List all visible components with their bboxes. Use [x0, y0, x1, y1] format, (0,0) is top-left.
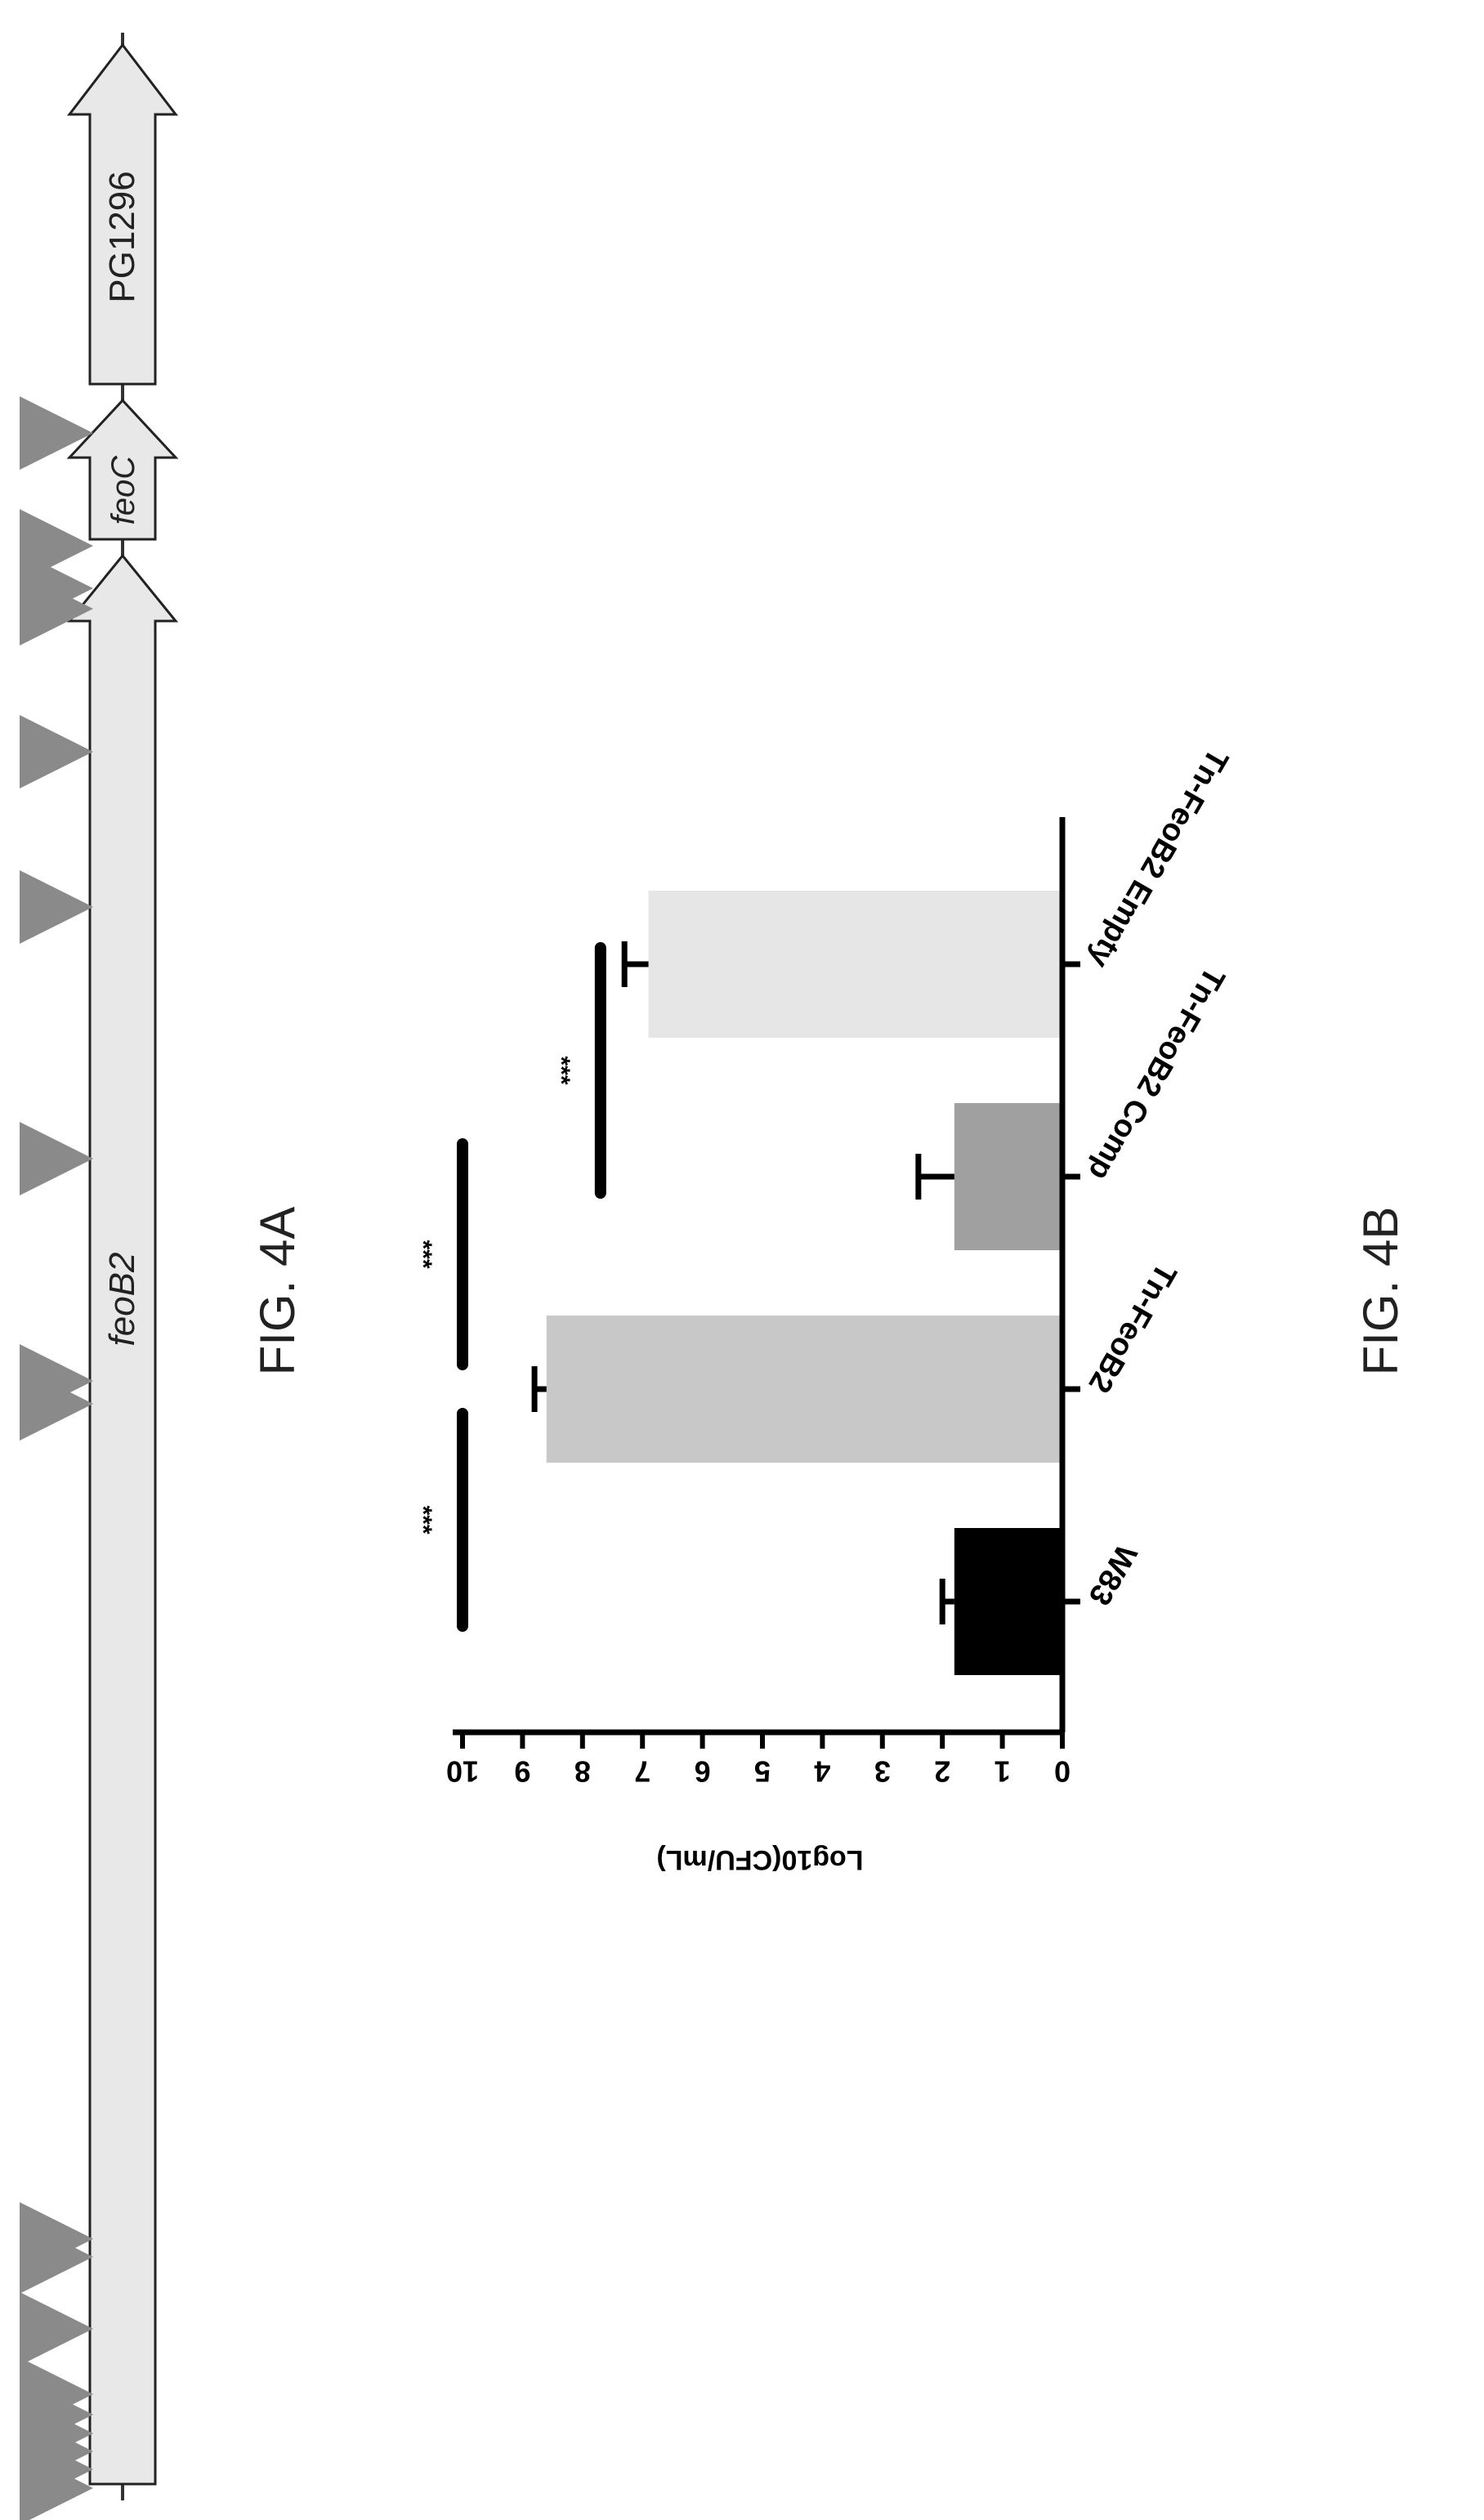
- y-ticks-layer: 0 1 2 3 4 5 6 7 8 9 10: [446, 1732, 1071, 1788]
- y-tick-label-0: 0: [1054, 1754, 1071, 1788]
- significance-layer: *** *** ***: [409, 942, 606, 1632]
- y-axis-title: Log10(CFU/mL): [656, 1844, 863, 1875]
- error-bars-layer: [531, 941, 954, 1624]
- bar-3: [648, 891, 1062, 1038]
- gene-arrow-pg1296: [66, 42, 179, 386]
- y-tick-label-4: 4: [814, 1754, 830, 1788]
- significance-label-0: ***: [409, 1505, 436, 1534]
- y-tick-label-6: 6: [695, 1754, 711, 1788]
- bar-2: [954, 1103, 1062, 1250]
- bar-1: [546, 1316, 1062, 1463]
- y-tick-label-7: 7: [634, 1754, 650, 1788]
- gene-map: feoB2 feoC PG1296: [20, 33, 179, 2520]
- x-tick-label-0: W83: [1082, 1539, 1143, 1611]
- gene-label-feob2: feoB2: [102, 1253, 142, 1347]
- y-tick-label-9: 9: [514, 1754, 530, 1788]
- x-tick-label-1: Tn-FeoB2: [1082, 1258, 1183, 1399]
- caption-fig-4a: FIG. 4A: [250, 1207, 305, 1376]
- y-tick-label-1: 1: [995, 1754, 1011, 1788]
- significance-label-1: ***: [409, 1240, 436, 1268]
- caption-fig-4b: FIG. 4B: [1353, 1207, 1408, 1376]
- bar-0: [954, 1528, 1062, 1675]
- significance-label-2: ***: [548, 1056, 574, 1084]
- y-tick-label-8: 8: [574, 1754, 591, 1788]
- y-tick-label-5: 5: [754, 1754, 771, 1788]
- y-tick-label-2: 2: [934, 1754, 950, 1788]
- y-tick-label-10: 10: [446, 1754, 479, 1788]
- gene-label-feoc: feoC: [105, 455, 141, 525]
- gene-label-pg1296: PG1296: [102, 171, 142, 302]
- bars-layer: [546, 891, 1062, 1675]
- x-tick-label-2: Tn-FeoB2 Comp: [1082, 961, 1231, 1186]
- bar-chart: *** *** *** 0 1 2 3 4 5 6 7 8 9 10 W83 Tn-FeoB2 Tn-Feo…: [409, 743, 1235, 1875]
- x-tick-label-3: Tn-FeoB2 Empty: [1082, 743, 1235, 973]
- y-tick-label-3: 3: [874, 1754, 891, 1788]
- gene-arrow-feob2: [66, 553, 179, 2486]
- insertion-markers: [20, 396, 93, 2520]
